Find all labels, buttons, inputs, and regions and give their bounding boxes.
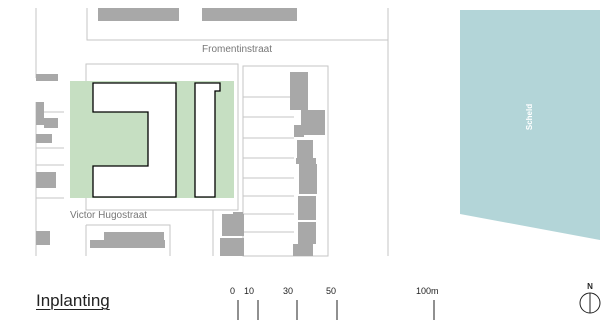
scale-tick-label: 10 (244, 286, 254, 296)
north-arrow: N (579, 282, 601, 314)
street-label-top: Fromentinstraat (202, 44, 272, 55)
scale-bar: 0 10 30 50 100m (230, 286, 439, 320)
scale-tick-label: 30 (283, 286, 293, 296)
water-body (460, 10, 600, 240)
scale-tick-label: 50 (326, 286, 336, 296)
project-building-c (92, 82, 177, 198)
buildings (36, 8, 325, 256)
parcel-lines (35, 8, 389, 257)
project-building-slab (194, 82, 221, 198)
water-label: Scheld (525, 104, 534, 130)
plan-title: Inplanting (36, 291, 110, 310)
scale-tick-label: 0 (230, 286, 235, 296)
street-label-bottom: Victor Hugostraat (70, 210, 147, 221)
project-buildings (92, 82, 221, 198)
scale-tick-label: 100m (416, 286, 439, 296)
north-label: N (587, 282, 593, 291)
